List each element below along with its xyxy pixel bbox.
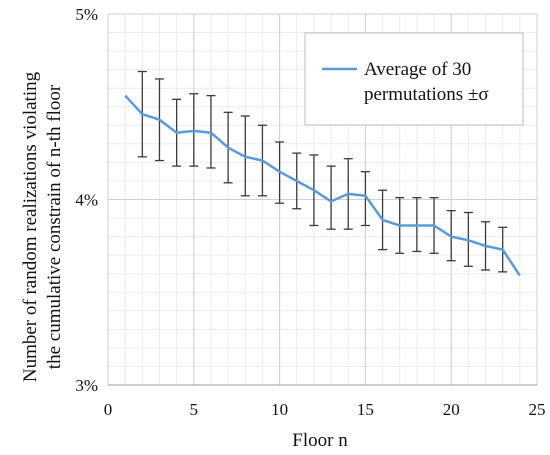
y-tick-label: 3% [75,376,98,395]
y-axis-title-line-1: Number of random realizations violating [20,71,41,382]
x-tick-label: 10 [271,400,288,419]
legend: Average of 30 permutations ±σ [304,32,524,126]
error-bars [137,70,508,273]
legend-label-line-2: permutations ±σ [364,84,489,105]
x-tick-label: 15 [357,400,374,419]
y-axis-title: Number of random realizations violating … [20,71,65,382]
x-axis-title: Floor n [292,430,348,451]
y-tick-label: 5% [75,5,98,24]
x-tick-label: 25 [529,400,546,419]
legend-label-line-1: Average of 30 [364,59,471,80]
x-tick-labels: 0 5 10 15 20 25 [104,400,546,419]
y-tick-labels: 3% 4% 5% [75,5,98,395]
y-tick-label: 4% [75,191,98,210]
series-line-average [124,94,521,277]
legend-box [304,32,524,126]
error-bar [360,171,370,227]
x-tick-label: 20 [443,400,460,419]
x-tick-label: 0 [104,400,113,419]
y-axis-title-line-2: the cumulative constrain of n-th floor [44,84,65,369]
x-tick-label: 5 [190,400,199,419]
error-bar [326,165,336,230]
